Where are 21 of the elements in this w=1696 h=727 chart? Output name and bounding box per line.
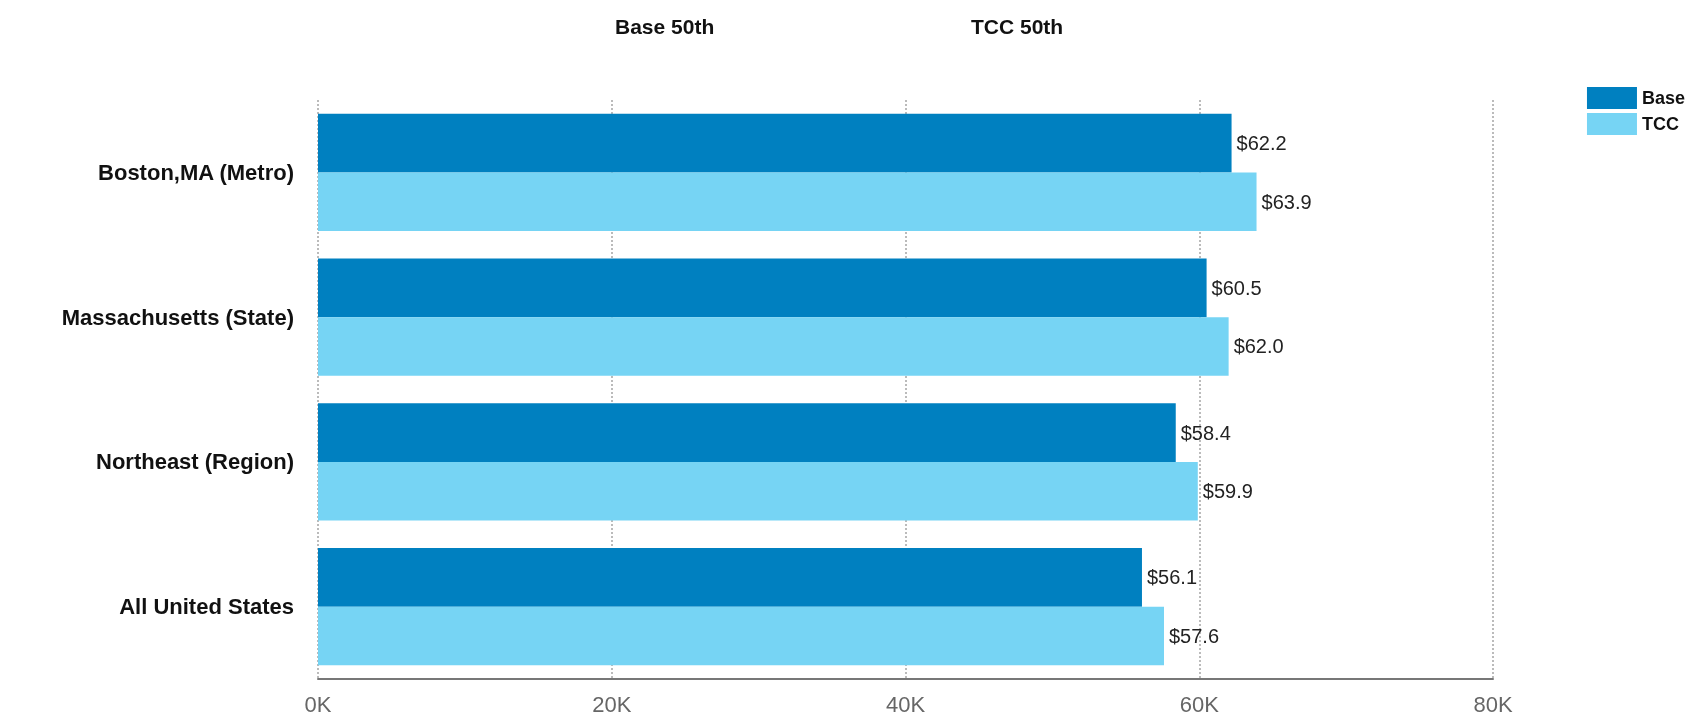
legend-label: Base — [1641, 88, 1685, 108]
text: TCC 50th — [971, 15, 1064, 38]
text: Base 50th — [615, 15, 715, 38]
y-tick-label: Northeast (Region) — [96, 449, 294, 475]
x-tick-label: 60K — [1179, 691, 1220, 717]
data-label: $63.9 — [1261, 190, 1312, 213]
x-tick-label: 20K — [592, 691, 632, 717]
legend-label: TCC — [1641, 114, 1679, 134]
data-label: $58.4 — [1180, 421, 1231, 444]
data-label: $60.5 — [1211, 276, 1262, 299]
data-label: $56.1 — [1146, 566, 1198, 589]
y-tick-label: Massachusetts (State) — [61, 304, 294, 330]
data-label: $62.0 — [1233, 335, 1284, 358]
x-tick-label: 0K — [304, 691, 332, 717]
data-label: $57.6 — [1169, 624, 1220, 647]
x-tick-label: 40K — [885, 691, 926, 717]
y-tick-label: Boston,MA (Metro) — [98, 159, 294, 185]
data-label: $62.2 — [1236, 132, 1287, 155]
x-tick-label: 80K — [1473, 691, 1513, 717]
data-label: $59.9 — [1202, 480, 1253, 503]
y-tick-label: All United States — [119, 594, 294, 620]
